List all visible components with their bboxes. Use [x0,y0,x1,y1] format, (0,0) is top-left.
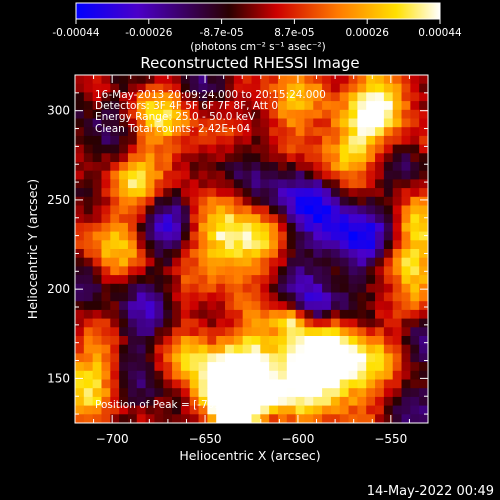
x-tick-label: −650 [189,432,222,446]
info-overlay: 16-May-2013 20:09:24.000 to 20:15:24.000… [95,89,326,411]
colorbar-tick-label: -0.00026 [125,27,173,39]
info-method-counts: Clean Total counts: 2.42E+04 [95,123,250,135]
colorbar-ticks: -0.00044 -0.00026 -8.7e-05 8.7e-05 0.00026 0.… [52,19,462,39]
y-axis-label: Heliocentric Y (arcsec) [25,179,40,319]
colorbar-tick-label: 0.00026 [345,27,389,39]
y-tick-label: 300 [47,104,70,118]
info-energy-range: Energy Range: 25.0 - 50.0 keV [95,111,256,123]
plot-frame [74,74,429,424]
colorbar-gradient [75,2,441,20]
heatmap-image [75,75,428,423]
colorbar-tick-label: 8.7e-05 [274,27,314,39]
footer-timestamp: 14-May-2022 00:49 [367,484,494,499]
x-tick-label: −550 [374,432,407,446]
colorbar-tick-label: -8.7e-05 [200,27,244,39]
colorbar-tick-label: 0.00044 [418,27,462,39]
colorbar-units: (photons cm⁻² s⁻¹ asec⁻²) [190,41,325,53]
y-tick-label: 200 [47,282,70,296]
colorbar: -0.00044 -0.00026 -8.7e-05 8.7e-05 0.00026 0.… [52,2,462,53]
axis-ticks: −700 −650 −600 −550 150 200 250 300 [47,74,429,446]
info-detectors: Detectors: 3F 4F 5F 6F 7F 8F, Att 0 [95,100,278,112]
y-tick-label: 150 [47,371,70,385]
colorbar-tick-label: -0.00044 [52,27,100,39]
x-axis-label: Heliocentric X (arcsec) [179,448,320,463]
x-tick-label: −600 [281,432,314,446]
info-peak-position: Position of Peak = [-703,132] [95,399,249,411]
x-tick-label: −700 [96,432,129,446]
y-tick-label: 250 [47,193,70,207]
info-time-range: 16-May-2013 20:09:24.000 to 20:15:24.000 [95,89,326,101]
chart-title: Reconstructed RHESSI Image [140,54,359,72]
